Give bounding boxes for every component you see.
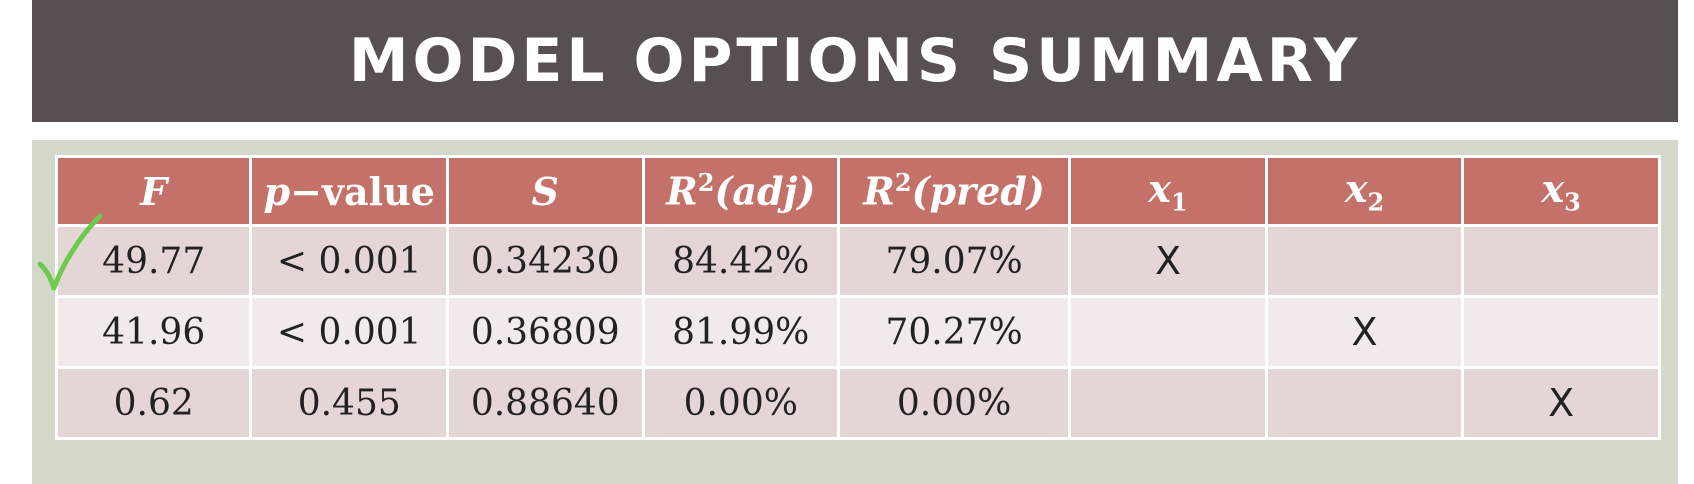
header-r2-adj: R2(adj) [641,155,841,227]
header-r2pred-r: R [863,168,895,214]
cell-x2 [1264,224,1465,298]
header-r2adj-sup: 2 [697,168,715,198]
cell-p-value: < 0.001 [249,295,450,369]
header-x2-label: x [1344,165,1368,211]
header-f: F [54,155,253,227]
header-x1-sub: 1 [1170,187,1188,217]
header-r2adj-r: R [666,168,698,214]
table-row: 49.77 < 0.001 0.34230 84.42% 79.07% X [54,224,1661,298]
cell-s: 0.88640 [446,366,645,440]
title-bar: MODEL OPTIONS SUMMARY [32,0,1678,122]
header-r2adj-rest: (adj) [714,168,816,214]
header-x2: x2 [1264,155,1465,227]
cell-p-value: 0.455 [249,366,450,440]
header-s: S [446,155,645,227]
cell-x1 [1068,366,1268,440]
cell-r2-adj: 84.42% [641,224,841,298]
cell-x2: X [1264,295,1465,369]
cell-f: 0.62 [54,366,253,440]
header-x3-label: x [1541,165,1565,211]
cell-x1: X [1068,224,1268,298]
header-r2-pred: R2(pred) [837,155,1072,227]
cell-r2-adj: 0.00% [641,366,841,440]
cell-r2-pred: 70.27% [837,295,1072,369]
header-r2pred-rest: (pred) [911,168,1045,214]
table-row: 0.62 0.455 0.88640 0.00% 0.00% X [54,366,1661,440]
header-p-value: p−value [249,155,450,227]
cell-f: 41.96 [54,295,253,369]
cell-r2-pred: 0.00% [837,366,1072,440]
header-f-label: F [140,168,168,214]
header-x3-sub: 3 [1564,187,1581,217]
header-p-rest: −value [290,168,435,214]
cell-r2-adj: 81.99% [641,295,841,369]
cell-s: 0.34230 [446,224,645,298]
cell-r2-pred: 79.07% [837,224,1072,298]
header-s-label: S [531,168,559,214]
cell-x1 [1068,295,1268,369]
header-x2-sub: 2 [1367,187,1385,217]
cell-f: 49.77 [54,224,253,298]
header-row: F p−value S R2(adj) R2(pred) x1 x2 x3 [54,155,1661,227]
check-icon [37,213,103,291]
header-r2pred-sup: 2 [894,168,912,198]
model-options-table: F p−value S R2(adj) R2(pred) x1 x2 x3 49… [54,155,1661,440]
cell-s: 0.36809 [446,295,645,369]
table-row: 41.96 < 0.001 0.36809 81.99% 70.27% X [54,295,1661,369]
cell-x2 [1264,366,1465,440]
header-x3: x3 [1461,155,1661,227]
header-x1: x1 [1068,155,1268,227]
cell-x3 [1461,224,1661,298]
cell-x3: X [1461,366,1661,440]
page-title: MODEL OPTIONS SUMMARY [348,26,1362,96]
header-x1-label: x [1148,165,1171,211]
check-icon-stroke [37,213,103,291]
cell-x3 [1461,295,1661,369]
header-p-label: p [263,168,291,214]
cell-p-value: < 0.001 [249,224,450,298]
